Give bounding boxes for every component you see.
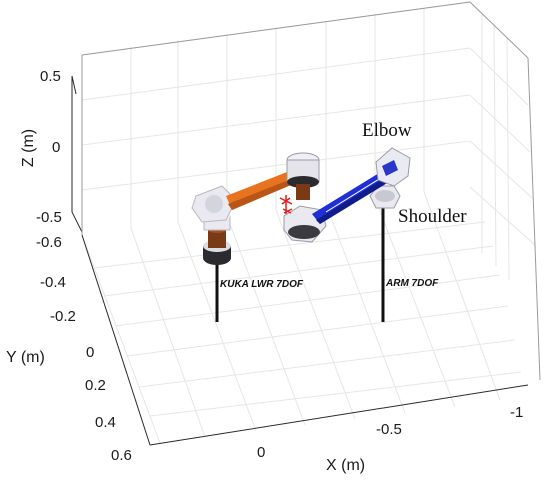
arm-robot-label: ARM 7DOF xyxy=(385,278,439,289)
z-tick-label: 0.5 xyxy=(40,68,61,85)
axes-frame-light xyxy=(81,1,541,381)
grid-lines xyxy=(81,1,536,444)
y-tick-label: 0.4 xyxy=(95,414,116,431)
y-tick-label: -0.2 xyxy=(50,308,76,325)
z-tick-labels: 0.5 0 -0.5 xyxy=(36,68,62,226)
x-tick-label: 0 xyxy=(257,444,265,461)
axes-frame xyxy=(71,75,529,446)
y-tick-label: 0.2 xyxy=(85,377,106,394)
y-tick-labels: -0.6 -0.4 -0.2 0 0.2 0.4 0.6 xyxy=(36,234,132,464)
kuka-robot-label: KUKA LWR 7DOF xyxy=(220,279,304,290)
y-tick-label: -0.4 xyxy=(40,274,66,291)
x-tick-label: -0.5 xyxy=(376,421,402,438)
arm-robot xyxy=(312,147,411,322)
shoulder-annotation: Shoulder xyxy=(398,206,467,227)
z-axis-title: Z (m) xyxy=(20,129,37,167)
y-tick-label: 0 xyxy=(86,344,94,361)
x-axis-title: X (m) xyxy=(326,457,365,474)
x-tick-label: -1 xyxy=(510,404,523,421)
z-tick-label: -0.5 xyxy=(36,209,62,226)
elbow-annotation: Elbow xyxy=(362,120,412,141)
kuka-robot xyxy=(191,152,327,322)
y-tick-label: -0.6 xyxy=(36,234,62,251)
target-marker xyxy=(279,195,293,214)
y-axis-title: Y (m) xyxy=(6,349,45,366)
y-tick-label: 0.6 xyxy=(111,447,132,464)
z-tick-label: 0 xyxy=(52,139,60,156)
x-tick-labels: 0 -0.5 -1 xyxy=(257,404,523,461)
